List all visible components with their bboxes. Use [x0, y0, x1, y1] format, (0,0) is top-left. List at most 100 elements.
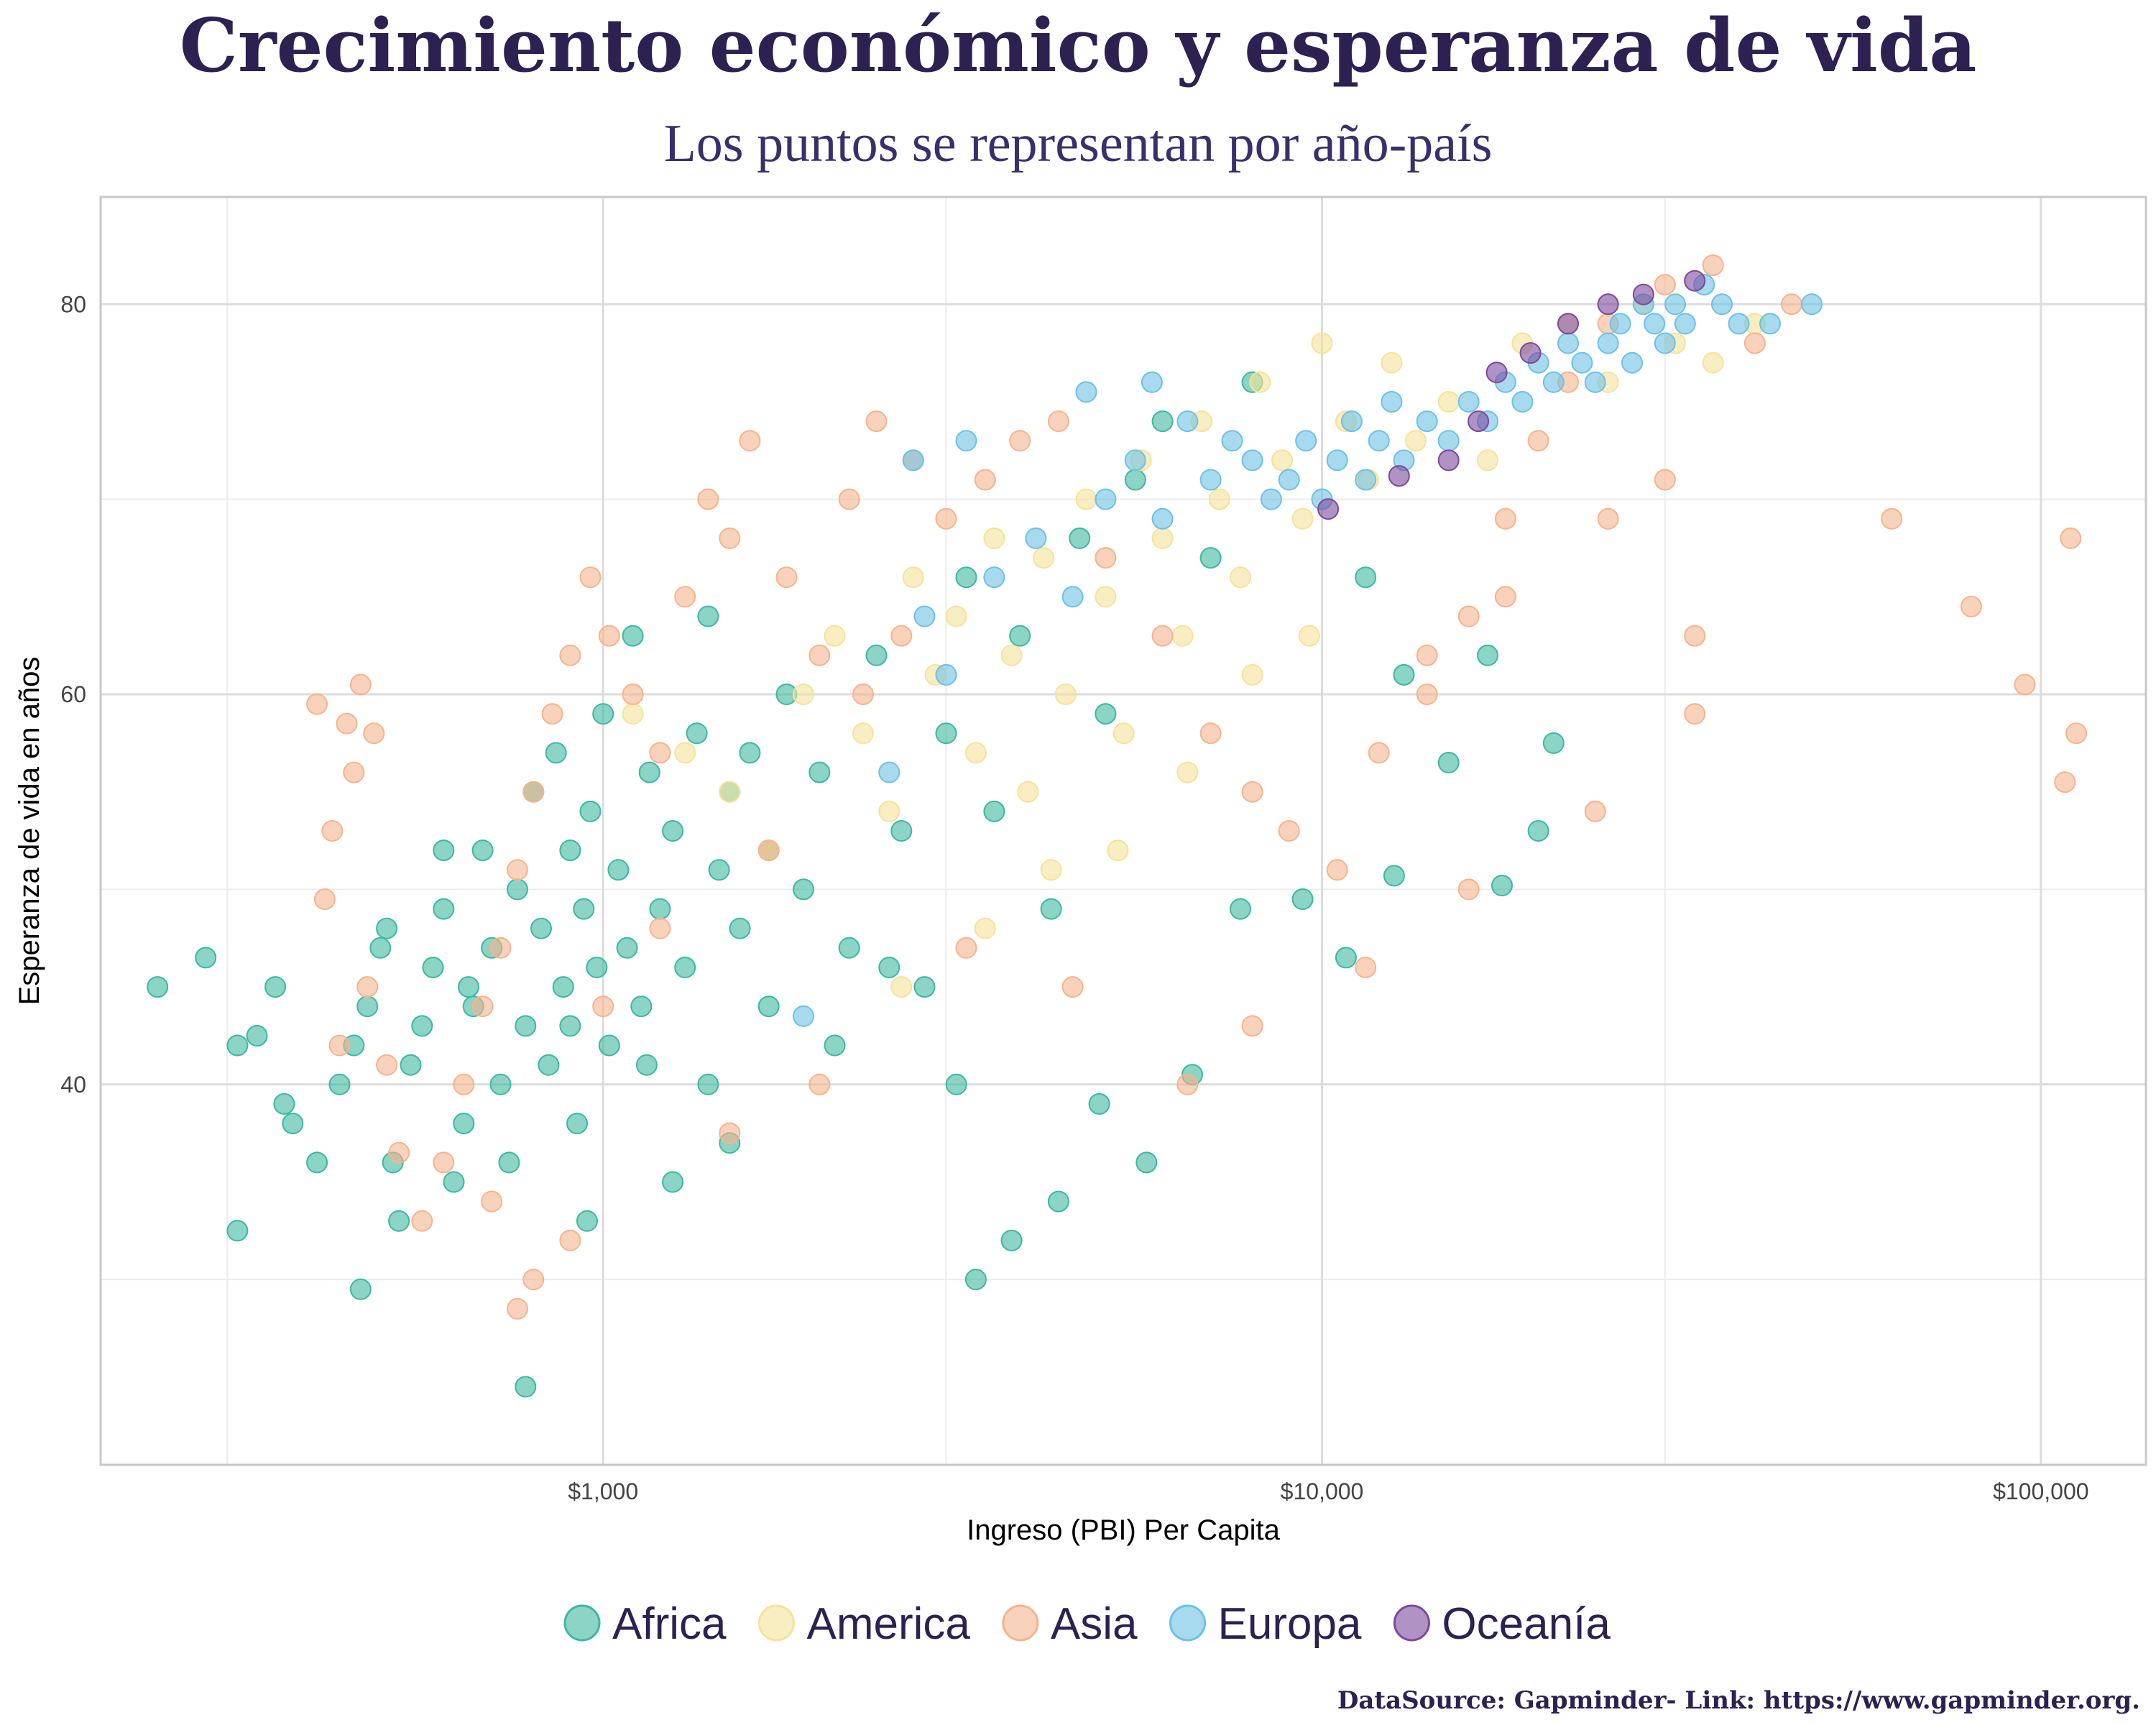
data-point — [1584, 371, 1606, 393]
legend-label: America — [806, 1599, 970, 1649]
data-point — [913, 605, 936, 627]
data-point — [1644, 313, 1666, 335]
data-point — [935, 507, 957, 530]
data-point — [974, 917, 996, 939]
data-point — [808, 644, 831, 666]
data-point — [147, 976, 169, 998]
data-point — [878, 761, 900, 783]
data-point — [1519, 342, 1542, 364]
data-point — [838, 937, 860, 959]
data-points — [147, 254, 2088, 1398]
data-point — [1702, 351, 1724, 374]
data-point — [1383, 865, 1405, 887]
data-point — [2054, 771, 2076, 794]
data-point — [1368, 430, 1390, 452]
data-point — [674, 742, 696, 764]
data-point — [983, 566, 1005, 589]
data-point — [824, 1034, 846, 1057]
data-point — [1088, 1092, 1110, 1115]
data-point — [489, 937, 512, 959]
data-point — [579, 566, 602, 589]
data-point — [1355, 957, 1377, 978]
data-point — [1047, 1190, 1069, 1213]
data-point — [622, 703, 644, 725]
data-point — [1437, 449, 1460, 472]
data-point — [471, 995, 494, 1018]
data-point — [616, 937, 638, 959]
data-point — [793, 1005, 814, 1027]
data-point — [559, 644, 581, 666]
data-point — [1095, 488, 1117, 510]
data-point — [1416, 684, 1438, 705]
data-point — [1597, 293, 1619, 316]
data-point — [1095, 586, 1117, 608]
data-point — [1176, 1073, 1199, 1095]
data-point — [635, 1054, 658, 1076]
data-point — [458, 976, 479, 998]
data-point — [1527, 820, 1549, 842]
data-point — [945, 1073, 967, 1095]
data-point — [1542, 732, 1565, 754]
legend: Africa America Asia Europa Oceanía — [563, 1599, 1611, 1649]
data-point — [349, 673, 372, 696]
data-point — [559, 1229, 581, 1251]
legend-label: Europa — [1217, 1599, 1361, 1649]
data-point — [545, 742, 567, 764]
data-point — [1151, 625, 1174, 647]
y-axis-title: Esperanza de vida en años — [14, 657, 45, 1006]
data-point — [369, 937, 392, 959]
data-point — [1260, 488, 1282, 510]
data-point — [376, 1054, 398, 1076]
data-point — [1404, 430, 1427, 452]
data-point — [1176, 410, 1199, 433]
data-point — [852, 684, 874, 705]
data-point — [471, 840, 494, 862]
data-point — [674, 957, 696, 978]
data-point — [2014, 673, 2036, 696]
data-point — [226, 1034, 249, 1057]
data-point — [515, 1015, 537, 1037]
legend-key — [563, 1604, 601, 1642]
data-point — [1009, 625, 1031, 647]
data-point — [838, 488, 860, 510]
data-point — [1317, 498, 1340, 520]
data-point — [586, 957, 608, 978]
data-point — [273, 1092, 295, 1115]
data-point — [852, 722, 874, 745]
data-point — [1477, 449, 1498, 472]
data-point — [1494, 507, 1516, 530]
data-point — [1340, 410, 1363, 433]
data-point — [1040, 898, 1062, 920]
data-point — [226, 1220, 249, 1242]
data-point — [697, 488, 719, 510]
data-point — [1457, 605, 1480, 627]
data-point — [579, 800, 602, 822]
legend-label: Oceanía — [1442, 1599, 1611, 1649]
x-axis-title: Ingreso (PBI) Per Capita — [967, 1514, 1280, 1546]
data-point — [1278, 820, 1300, 842]
data-point — [890, 625, 913, 647]
data-point — [1278, 469, 1300, 491]
data-point — [1000, 1229, 1023, 1251]
data-point — [649, 742, 671, 764]
data-point — [1230, 566, 1251, 589]
data-point — [1621, 351, 1643, 374]
data-point — [538, 1054, 560, 1076]
data-point — [775, 566, 798, 589]
data-point — [443, 1171, 465, 1193]
data-point — [1335, 947, 1357, 969]
data-point — [1654, 469, 1676, 491]
plot-panel-border — [99, 196, 2147, 1466]
data-point — [566, 1113, 588, 1135]
data-point — [1368, 742, 1390, 764]
data-point — [1271, 449, 1293, 472]
data-point — [622, 625, 644, 647]
data-point — [1151, 527, 1174, 549]
data-point — [1075, 488, 1097, 510]
data-point — [697, 1073, 719, 1095]
data-point — [1230, 898, 1251, 920]
data-point — [573, 898, 595, 920]
data-point — [793, 684, 814, 705]
data-point — [719, 1122, 741, 1144]
